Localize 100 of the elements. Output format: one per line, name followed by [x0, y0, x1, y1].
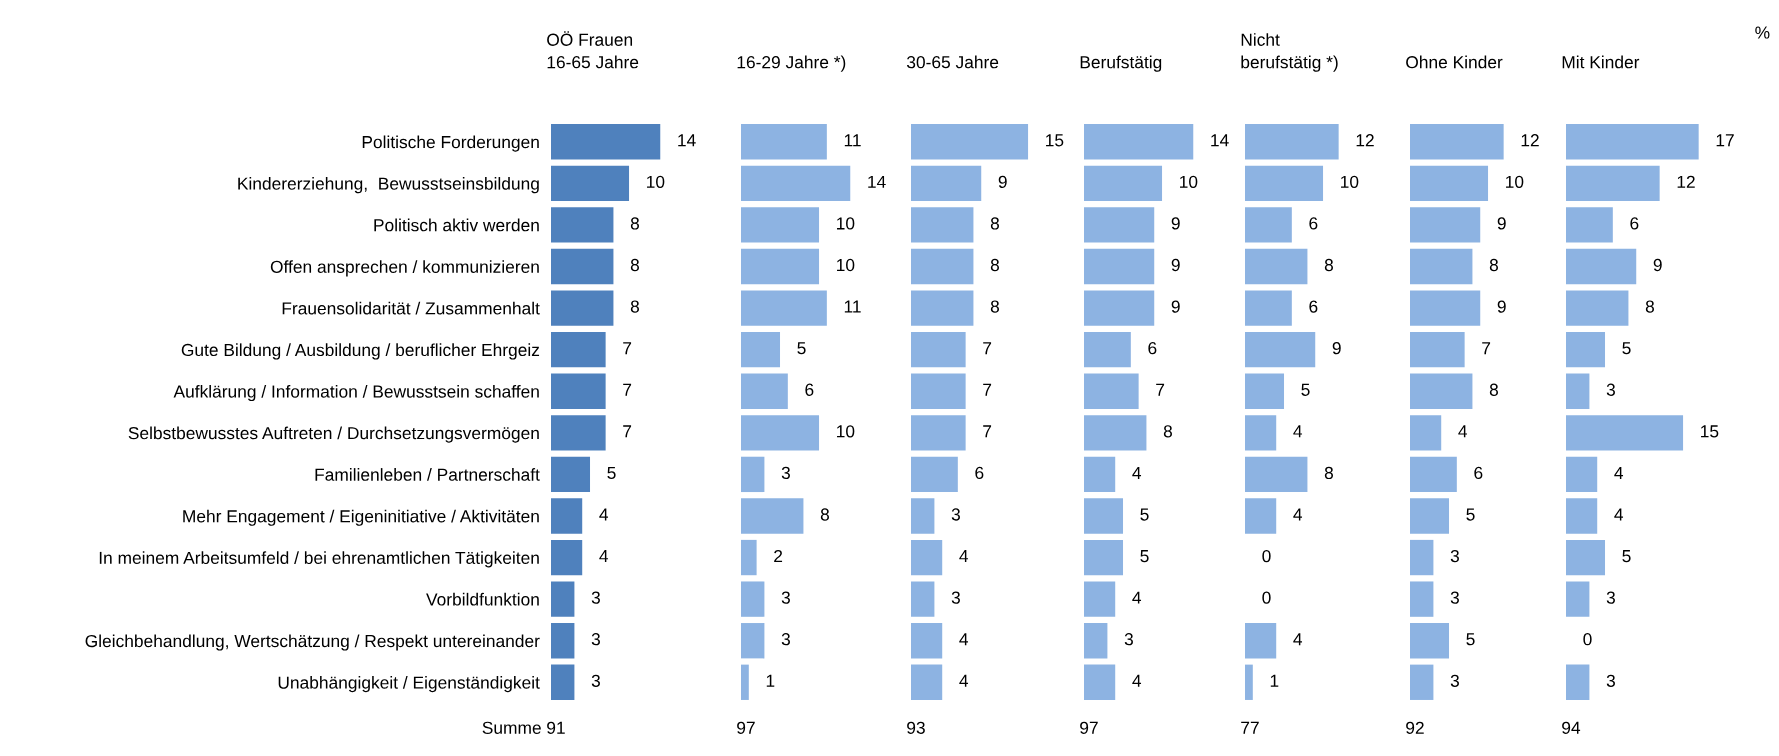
data-label: 4 [599, 508, 609, 521]
bar [1566, 415, 1684, 451]
data-label: 6 [805, 383, 814, 396]
bar [741, 248, 820, 285]
data-label: 3 [951, 508, 960, 521]
text: % [1755, 26, 1770, 39]
data-label: 0 [1583, 633, 1592, 646]
data-label: 10 [837, 425, 855, 438]
bar [1566, 664, 1590, 700]
bar [551, 207, 614, 243]
data-label: 4 [959, 550, 969, 563]
bar [741, 581, 765, 617]
data-label: 4 [1132, 591, 1142, 604]
data-label: 9 [998, 175, 1007, 188]
chart-title: Ohne Kinder [1406, 55, 1503, 69]
bar [1084, 248, 1155, 285]
y-tick-label: Politisch aktiv werden [374, 218, 539, 232]
data-label: 8 [630, 300, 639, 313]
bar [551, 664, 575, 700]
bar [1566, 498, 1598, 534]
bar [741, 498, 804, 534]
bar [1245, 290, 1292, 326]
y-tick-label: Frauensolidarität / Zusammenhalt [282, 301, 540, 315]
bar [551, 373, 606, 409]
data-label: 7 [983, 342, 992, 355]
text: 91 [547, 721, 565, 734]
bar [1566, 207, 1613, 243]
bar [551, 290, 614, 326]
data-label: 9 [1171, 300, 1180, 313]
bar [1084, 207, 1155, 243]
data-label: 15 [1046, 134, 1064, 147]
bar [911, 539, 943, 576]
chart-title: 16-29 Jahre *) [737, 55, 846, 72]
data-label: 7 [1156, 383, 1165, 396]
bar [911, 415, 966, 451]
y-tick-label: Familienleben / Partnerschaft [315, 468, 540, 481]
data-label: 3 [1606, 591, 1615, 604]
data-label: 17 [1716, 134, 1734, 147]
y-tick-label: Gute Bildung / Ausbildung / beruflicher Ehrgeiz [181, 343, 540, 360]
bar [1084, 498, 1124, 534]
text: 97 [737, 721, 755, 734]
data-label: 5 [1622, 342, 1631, 355]
data-label: 12 [1521, 134, 1539, 147]
y-tick-label: Offen ansprechen / kommunizieren [270, 260, 539, 277]
data-label: 6 [1474, 466, 1483, 480]
bar [1245, 456, 1308, 493]
y-tick-label: Selbstbewusstes Auftreten / Durchsetzungsvermögen [128, 426, 539, 443]
bar [1410, 415, 1442, 451]
data-label: 9 [1497, 300, 1506, 313]
data-label: 5 [1466, 508, 1475, 521]
data-label: 0 [1262, 549, 1271, 563]
bar [1410, 290, 1481, 326]
bar [1410, 539, 1434, 576]
bar [911, 373, 966, 409]
data-label: 4 [1132, 466, 1142, 479]
data-label: 7 [983, 425, 992, 438]
bar [1410, 165, 1489, 201]
text: 94 [1562, 721, 1581, 734]
bar [1245, 124, 1339, 160]
bar [911, 623, 943, 659]
data-label: 1 [1270, 674, 1279, 687]
bar [551, 581, 575, 617]
data-label: 5 [797, 342, 806, 355]
chart-title: OÖ Frauen 16-65 Jahre [547, 31, 639, 69]
data-label: 3 [591, 591, 600, 604]
bar [1084, 539, 1124, 576]
bar [1084, 623, 1108, 659]
data-label: 7 [623, 383, 632, 396]
chart-title: Nicht berufstätig *) [1241, 33, 1338, 72]
data-label: 8 [820, 508, 829, 521]
data-label: 14 [678, 134, 696, 147]
chart-title: 30-65 Jahre [906, 55, 999, 69]
bar [1566, 539, 1606, 576]
data-label: 8 [1324, 466, 1333, 480]
data-label: 10 [1341, 175, 1359, 188]
data-label: 4 [599, 550, 609, 563]
data-label: 10 [837, 217, 855, 230]
text: Summe [482, 721, 541, 734]
y-tick-label: Vorbildfunktion [426, 592, 539, 606]
bar [911, 664, 943, 700]
data-label: 8 [990, 300, 999, 313]
bar [1084, 165, 1163, 201]
data-label: 8 [1163, 425, 1172, 438]
data-label: 6 [1630, 217, 1639, 230]
bar [551, 456, 591, 493]
bar [741, 539, 757, 576]
bar [1566, 581, 1590, 617]
bar [911, 581, 935, 617]
data-label: 9 [1171, 217, 1180, 230]
y-tick-label: Politische Forderungen [362, 135, 539, 152]
data-label: 5 [1140, 508, 1149, 521]
y-tick-label: Aufklärung / Information / Bewusstsein schaffen [173, 384, 539, 402]
bar [1410, 581, 1434, 617]
data-label: 10 [1506, 175, 1524, 188]
bar [1245, 498, 1277, 534]
data-label: 5 [1301, 383, 1310, 396]
data-label: 10 [647, 175, 665, 188]
data-label: 15 [1701, 425, 1719, 438]
data-label: 3 [781, 466, 790, 480]
bar [551, 165, 630, 201]
